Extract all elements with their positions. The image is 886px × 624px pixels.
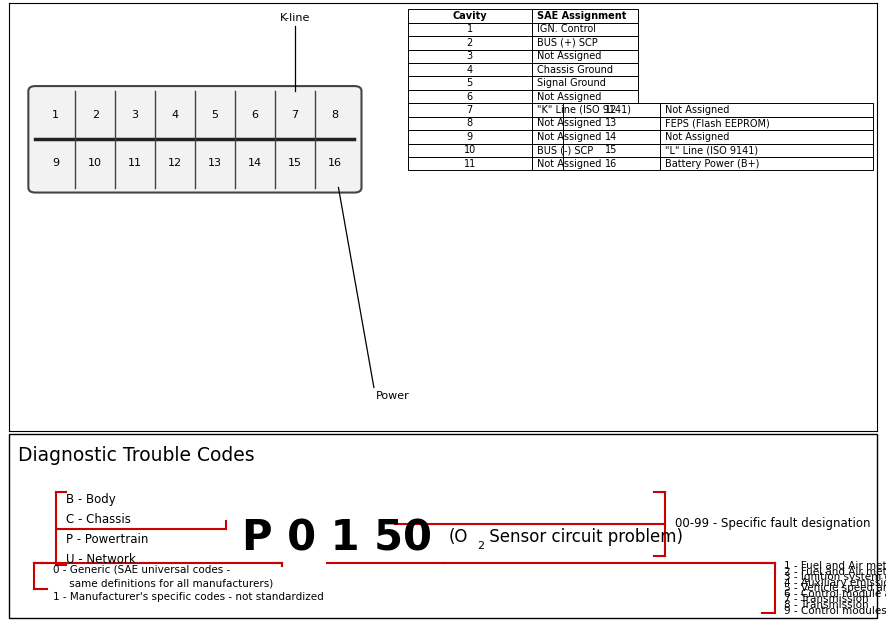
Text: 7 - Transmission: 7 - Transmission	[784, 595, 869, 605]
Text: 15: 15	[288, 158, 301, 168]
Text: 8: 8	[467, 119, 472, 129]
Text: FEPS (Flash EEPROM): FEPS (Flash EEPROM)	[665, 119, 770, 129]
Text: 00-99 - Specific fault designation: 00-99 - Specific fault designation	[675, 517, 871, 530]
Bar	[563, 144, 873, 157]
Bar	[563, 117, 873, 130]
Text: 12: 12	[605, 105, 618, 115]
Text: 2: 2	[466, 38, 473, 48]
Text: 10: 10	[463, 145, 476, 155]
Text: 8: 8	[330, 110, 338, 120]
Text: B - Body: B - Body	[66, 493, 116, 505]
Text: Not Assigned: Not Assigned	[665, 132, 730, 142]
Text: 10: 10	[89, 158, 102, 168]
Bar	[408, 144, 638, 157]
Text: same definitions for all manufacturers): same definitions for all manufacturers)	[53, 578, 274, 588]
Text: Diagnostic Trouble Codes: Diagnostic Trouble Codes	[18, 446, 254, 465]
Text: Not Assigned: Not Assigned	[665, 105, 730, 115]
Text: 12: 12	[168, 158, 182, 168]
Text: 6: 6	[252, 110, 258, 120]
Text: P - Powertrain: P - Powertrain	[66, 533, 149, 545]
Text: "L" Line (ISO 9141): "L" Line (ISO 9141)	[665, 145, 758, 155]
Text: SAE Assignment: SAE Assignment	[537, 11, 626, 21]
Bar	[408, 90, 638, 103]
Text: 0 - Generic (SAE universal codes -: 0 - Generic (SAE universal codes -	[53, 565, 230, 575]
Text: 3: 3	[467, 51, 472, 61]
Text: 11: 11	[128, 158, 142, 168]
Text: 13: 13	[605, 119, 618, 129]
Text: (O: (O	[448, 528, 468, 546]
Bar	[408, 77, 638, 90]
Text: 13: 13	[208, 158, 222, 168]
Text: 7: 7	[466, 105, 473, 115]
Bar	[408, 50, 638, 63]
Text: 9 - Control modules, input and output signals: 9 - Control modules, input and output si…	[784, 605, 886, 616]
Text: Chassis Ground: Chassis Ground	[537, 65, 613, 75]
Bar	[408, 63, 638, 76]
Bar	[563, 104, 873, 117]
Text: Cavity: Cavity	[452, 11, 487, 21]
Bar	[408, 130, 638, 144]
Text: 16: 16	[328, 158, 341, 168]
Text: 2: 2	[477, 542, 484, 552]
Text: Sensor circuit problem): Sensor circuit problem)	[484, 528, 683, 546]
Text: 1: 1	[467, 24, 472, 34]
Text: P 0 1 50: P 0 1 50	[242, 518, 431, 560]
Text: BUS (+) SCP: BUS (+) SCP	[537, 38, 598, 48]
Text: 4: 4	[467, 65, 472, 75]
Text: 1: 1	[52, 110, 58, 120]
Text: 5: 5	[212, 110, 218, 120]
Text: 4: 4	[171, 110, 179, 120]
Text: Not Assigned: Not Assigned	[537, 51, 602, 61]
Text: Not Assigned: Not Assigned	[537, 158, 602, 168]
Text: Signal Ground: Signal Ground	[537, 78, 606, 88]
FancyBboxPatch shape	[28, 86, 361, 193]
Bar	[563, 130, 873, 144]
Text: 3 - Ignition system or Misfire: 3 - Ignition system or Misfire	[784, 572, 886, 582]
Text: Not Assigned: Not Assigned	[537, 119, 602, 129]
Text: 14: 14	[605, 132, 618, 142]
Text: IGN. Control: IGN. Control	[537, 24, 596, 34]
Bar	[408, 117, 638, 130]
Bar	[408, 23, 638, 36]
Text: 16: 16	[605, 158, 618, 168]
Text: 4 - Auxiliary emission controls: 4 - Auxiliary emission controls	[784, 578, 886, 588]
Text: BUS (-) SCP: BUS (-) SCP	[537, 145, 593, 155]
Text: K-line: K-line	[279, 12, 310, 22]
Text: 8 - Transmission: 8 - Transmission	[784, 600, 869, 610]
Text: 1 - Manufacturer's specific codes - not standardized: 1 - Manufacturer's specific codes - not …	[53, 592, 324, 602]
Text: 7: 7	[291, 110, 299, 120]
Text: Not Assigned: Not Assigned	[537, 132, 602, 142]
Bar	[408, 9, 638, 22]
Bar	[9, 434, 877, 618]
Text: 3: 3	[132, 110, 138, 120]
Text: 1 - Fuel and Air metering: 1 - Fuel and Air metering	[784, 561, 886, 571]
Text: 5: 5	[466, 78, 473, 88]
Text: 5 - Vehicle speed and idle regulation: 5 - Vehicle speed and idle regulation	[784, 583, 886, 593]
Text: 2: 2	[91, 110, 99, 120]
Text: Power: Power	[376, 391, 409, 401]
Text: "K" Line (ISO 9141): "K" Line (ISO 9141)	[537, 105, 631, 115]
Text: 14: 14	[248, 158, 261, 168]
Bar	[408, 104, 638, 117]
Text: 6 - Control module and output signals: 6 - Control module and output signals	[784, 589, 886, 599]
Bar	[408, 36, 638, 50]
Text: Not Assigned: Not Assigned	[537, 92, 602, 102]
Text: 9: 9	[467, 132, 472, 142]
Text: 2 - Fuel and Air metering: 2 - Fuel and Air metering	[784, 567, 886, 577]
Text: 6: 6	[467, 92, 472, 102]
Text: U - Network: U - Network	[66, 553, 136, 565]
Bar	[563, 157, 873, 170]
Text: 11: 11	[463, 158, 476, 168]
Text: 15: 15	[605, 145, 618, 155]
Text: Battery Power (B+): Battery Power (B+)	[665, 158, 760, 168]
Bar	[408, 157, 638, 170]
Text: C - Chassis: C - Chassis	[66, 513, 131, 525]
Text: 9: 9	[51, 158, 59, 168]
